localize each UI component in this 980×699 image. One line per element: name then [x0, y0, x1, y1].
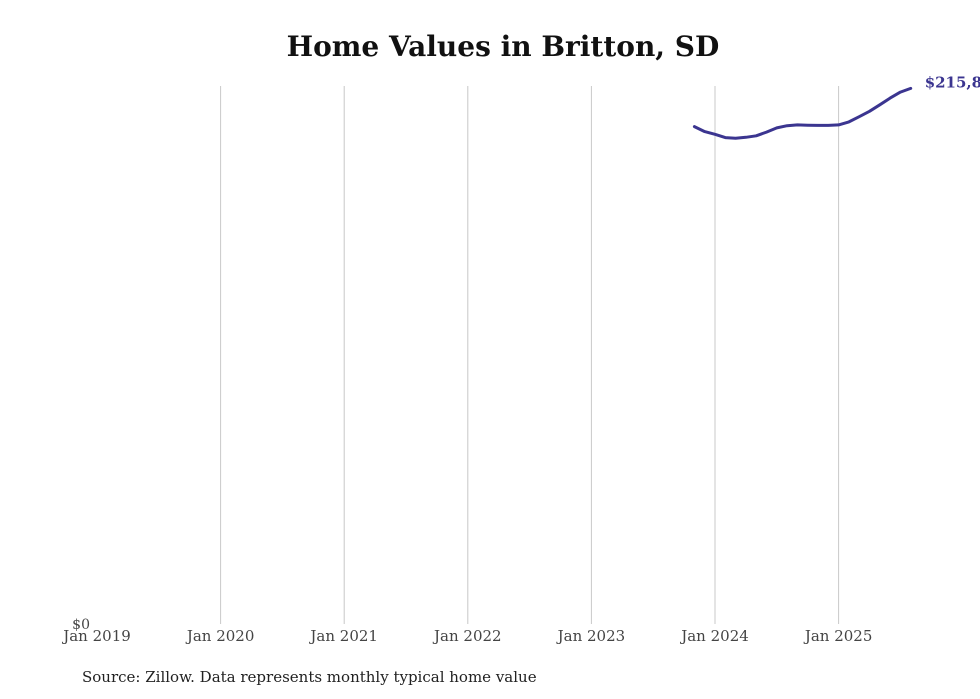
source-note: Source: Zillow. Data represents monthly … [82, 668, 537, 686]
x-tick-label: Jan 2023 [556, 627, 626, 645]
x-axis: Jan 2019 Jan 2020 Jan 2021 Jan 2022 Jan 2023… [61, 627, 872, 645]
end-value-label: $215,82 [925, 73, 980, 91]
y-axis: $0 [72, 617, 90, 633]
x-tick-label: Jan 2019 [61, 627, 131, 645]
series-line [692, 86, 913, 140]
x-tick-label: Jan 2022 [432, 627, 502, 645]
y-tick-label: $0 [72, 617, 90, 633]
grid-layer [220, 86, 840, 624]
x-tick-label: Jan 2024 [679, 627, 749, 645]
series-layer: $215,82 [692, 73, 980, 140]
chart-title: Home Values in Britton, SD [286, 30, 720, 63]
x-tick-label: Jan 2021 [308, 627, 378, 645]
x-tick-label: Jan 2025 [803, 627, 873, 645]
x-tick-label: Jan 2020 [185, 627, 255, 645]
